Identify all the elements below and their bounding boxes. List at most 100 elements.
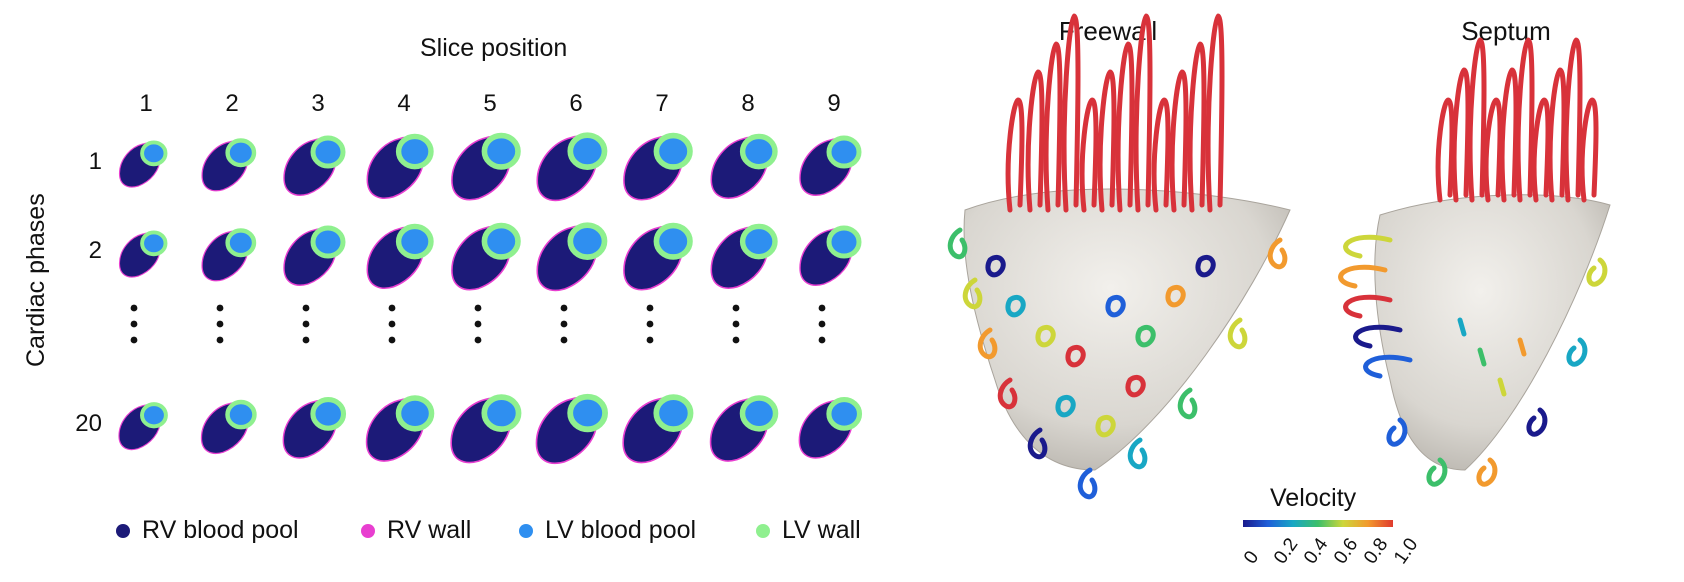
heart-slice — [450, 394, 522, 464]
streamline — [1005, 294, 1026, 318]
colorbar-tick-label: 0 — [1240, 547, 1264, 569]
view-title-septum: Septum — [1461, 16, 1551, 46]
legend-swatch — [756, 523, 770, 538]
heart-slice — [536, 132, 608, 202]
streamline — [1457, 317, 1467, 337]
legend-rv-wall: RV wall — [361, 516, 471, 545]
heart-slice — [535, 393, 608, 465]
streamline — [1135, 324, 1156, 348]
heart-slice — [201, 228, 257, 282]
heart-slice — [710, 223, 778, 289]
ellipsis-dot — [732, 336, 740, 344]
streamline — [997, 377, 1018, 410]
streamline — [1077, 467, 1098, 500]
phase-label: 1 — [88, 148, 102, 175]
legend-swatch — [361, 523, 375, 538]
legend-rv-blood-pool: RV blood pool — [116, 516, 299, 545]
streamline — [1386, 417, 1408, 447]
streamline — [1169, 69, 1189, 213]
ellipsis-dot — [302, 304, 310, 312]
slice-label: 7 — [655, 90, 669, 117]
ellipsis-dot — [646, 304, 654, 312]
slice-label: 8 — [741, 90, 755, 117]
phase-label: 2 — [88, 237, 102, 264]
slice-label: 3 — [311, 90, 325, 117]
streamline — [1115, 41, 1135, 213]
ellipsis-dot — [130, 304, 138, 312]
heart-slice — [366, 223, 434, 289]
legend-lv-blood-pool: LV blood pool — [519, 516, 696, 545]
streamline — [1566, 337, 1588, 367]
streamline — [1515, 37, 1535, 203]
streamline — [1267, 237, 1288, 270]
colorbar-tick-label: 0.4 — [1300, 534, 1333, 569]
streamline — [1125, 374, 1146, 398]
ellipsis-dot — [818, 304, 826, 312]
heart-slice — [799, 225, 862, 286]
heart-slice — [710, 133, 778, 199]
streamline — [1477, 347, 1487, 367]
streamline — [1426, 457, 1448, 487]
ellipsis-dot — [560, 336, 568, 344]
ellipsis-dot — [646, 336, 654, 344]
streamline — [977, 327, 998, 360]
streamline — [1483, 97, 1503, 203]
ellipsis-dot — [216, 336, 224, 344]
heart-slice — [798, 397, 863, 459]
heart-slice — [799, 135, 862, 196]
heart-slice — [623, 132, 693, 201]
streamline — [1526, 407, 1548, 437]
ellipsis-dot — [474, 320, 482, 328]
colorbar — [1243, 520, 1393, 527]
streamline — [1547, 67, 1567, 203]
ellipsis-dot — [130, 336, 138, 344]
streamline — [1177, 387, 1198, 420]
streamline — [1205, 13, 1225, 213]
ellipsis-dot — [216, 304, 224, 312]
streamline — [1055, 394, 1076, 418]
heart-slice — [622, 394, 694, 464]
ellipsis-dot — [560, 320, 568, 328]
heart-slice — [118, 230, 168, 278]
streamline — [1499, 67, 1519, 203]
ellipsis-dot — [732, 304, 740, 312]
heart-slice — [623, 222, 693, 291]
colorbar-title: Velocity — [1270, 484, 1357, 512]
segmentation-grid — [118, 132, 863, 465]
streamline — [1338, 264, 1388, 289]
slice-label: 1 — [139, 90, 153, 117]
ellipsis-dot — [130, 320, 138, 328]
streamline — [1531, 97, 1551, 203]
legend-label: RV blood pool — [142, 516, 299, 544]
legend-swatch — [519, 523, 533, 538]
view-title-freewall: Freewall — [1058, 16, 1158, 46]
ellipsis-dot — [474, 304, 482, 312]
ellipsis-dot — [302, 336, 310, 344]
heart-slice — [118, 402, 168, 451]
streamline — [1065, 344, 1086, 368]
mesh-septum — [1338, 37, 1611, 487]
streamline — [1467, 37, 1487, 203]
streamline — [1105, 294, 1126, 318]
heart-slice — [283, 225, 346, 286]
ellipsis-dot — [216, 320, 224, 328]
ellipsis-dot — [388, 304, 396, 312]
ellipsis-dot — [818, 336, 826, 344]
ellipsis-dot — [474, 336, 482, 344]
colorbar-tick-label: 0.6 — [1330, 534, 1363, 569]
heart-slice — [366, 133, 434, 199]
legend-swatch — [116, 523, 130, 538]
slice-label: 5 — [483, 90, 497, 117]
streamline — [1451, 67, 1471, 203]
colorbar-tick-label: 0.2 — [1270, 534, 1303, 569]
streamline — [1363, 354, 1413, 379]
heart-slice — [201, 138, 257, 192]
ellipsis-dot — [388, 320, 396, 328]
streamline — [1095, 414, 1116, 438]
ellipsis-dot — [388, 336, 396, 344]
streamline — [1517, 337, 1527, 357]
slice-label: 4 — [397, 90, 411, 117]
streamline — [1353, 324, 1403, 349]
heart-slice — [451, 222, 521, 291]
heart-slice — [365, 395, 435, 462]
